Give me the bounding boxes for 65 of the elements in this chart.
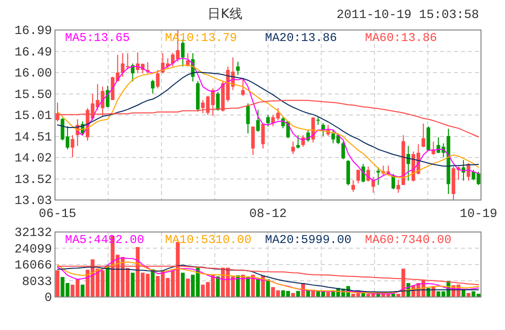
- y-tick-label: 32132: [14, 226, 52, 240]
- candlestick: [56, 102, 60, 122]
- x-tick-label: 06-15: [38, 207, 76, 221]
- y-tick-label: 16.49: [14, 45, 52, 60]
- candlestick: [241, 78, 245, 97]
- candlestick: [236, 61, 240, 76]
- candlestick: [351, 180, 355, 192]
- candlestick: [396, 179, 400, 194]
- bar: [241, 274, 245, 297]
- y-tick-label: 16066: [14, 258, 52, 272]
- text: MA20:13.86: [265, 31, 338, 45]
- bar: [466, 292, 470, 297]
- candlestick: [106, 85, 110, 108]
- candlestick: [341, 141, 345, 160]
- y-tick-label: 24099: [14, 242, 52, 256]
- bar: [256, 278, 260, 297]
- candlestick: [246, 102, 250, 134]
- candlestick: [261, 124, 265, 149]
- candlestick: [251, 126, 255, 156]
- y-tick-label: 0: [44, 291, 52, 305]
- bar: [266, 279, 270, 297]
- y-tick-label: 14.02: [14, 152, 52, 166]
- y-tick-label: 13.52: [14, 172, 52, 187]
- bar: [296, 290, 300, 297]
- candlestick: [156, 69, 160, 89]
- bar: [251, 274, 255, 297]
- candlestick: [356, 169, 360, 184]
- bar: [56, 270, 60, 297]
- text: MA60:7340.00: [365, 233, 452, 247]
- y-tick-label: 13.03: [14, 194, 52, 208]
- x-tick-label: 10-19: [460, 207, 498, 221]
- candlestick: [291, 141, 295, 155]
- y-tick-label: 15.50: [14, 88, 52, 102]
- y-tick-label: 14.51: [14, 130, 52, 144]
- y-tick-label: 15.01: [14, 109, 52, 123]
- candlestick: [216, 91, 220, 112]
- chart-subtitle: 2011-10-19 15:03:58: [336, 8, 479, 22]
- text: MA20:5999.00: [265, 233, 352, 247]
- bar: [246, 276, 250, 297]
- bar: [130, 272, 135, 297]
- candlestick: [70, 134, 74, 158]
- candlestick: [422, 123, 426, 148]
- bar: [216, 276, 220, 297]
- candlestick: [150, 79, 155, 94]
- candlestick: [346, 160, 350, 186]
- text: MA60:13.86: [365, 31, 438, 45]
- bar: [106, 265, 110, 297]
- series-label: MA5:13.65: [65, 31, 130, 45]
- candlestick: [130, 62, 134, 82]
- candlestick: [426, 126, 430, 152]
- x-tick-label: 08-12: [249, 207, 287, 221]
- bar: [180, 272, 185, 297]
- bar: [462, 290, 466, 297]
- y-tick-label: 8033: [22, 274, 52, 289]
- y-tick-label: 16.99: [14, 24, 52, 38]
- candlestick: [256, 109, 260, 132]
- bar: [326, 292, 330, 297]
- candlestick: [296, 134, 300, 149]
- candlestick: [266, 114, 270, 128]
- bar: [80, 284, 84, 297]
- y-tick-label: 16.00: [14, 66, 52, 80]
- bar: [186, 278, 190, 297]
- bar: [291, 292, 295, 297]
- series-label: MA10:5310.00: [165, 233, 252, 247]
- chart-title: 日K线: [208, 7, 242, 22]
